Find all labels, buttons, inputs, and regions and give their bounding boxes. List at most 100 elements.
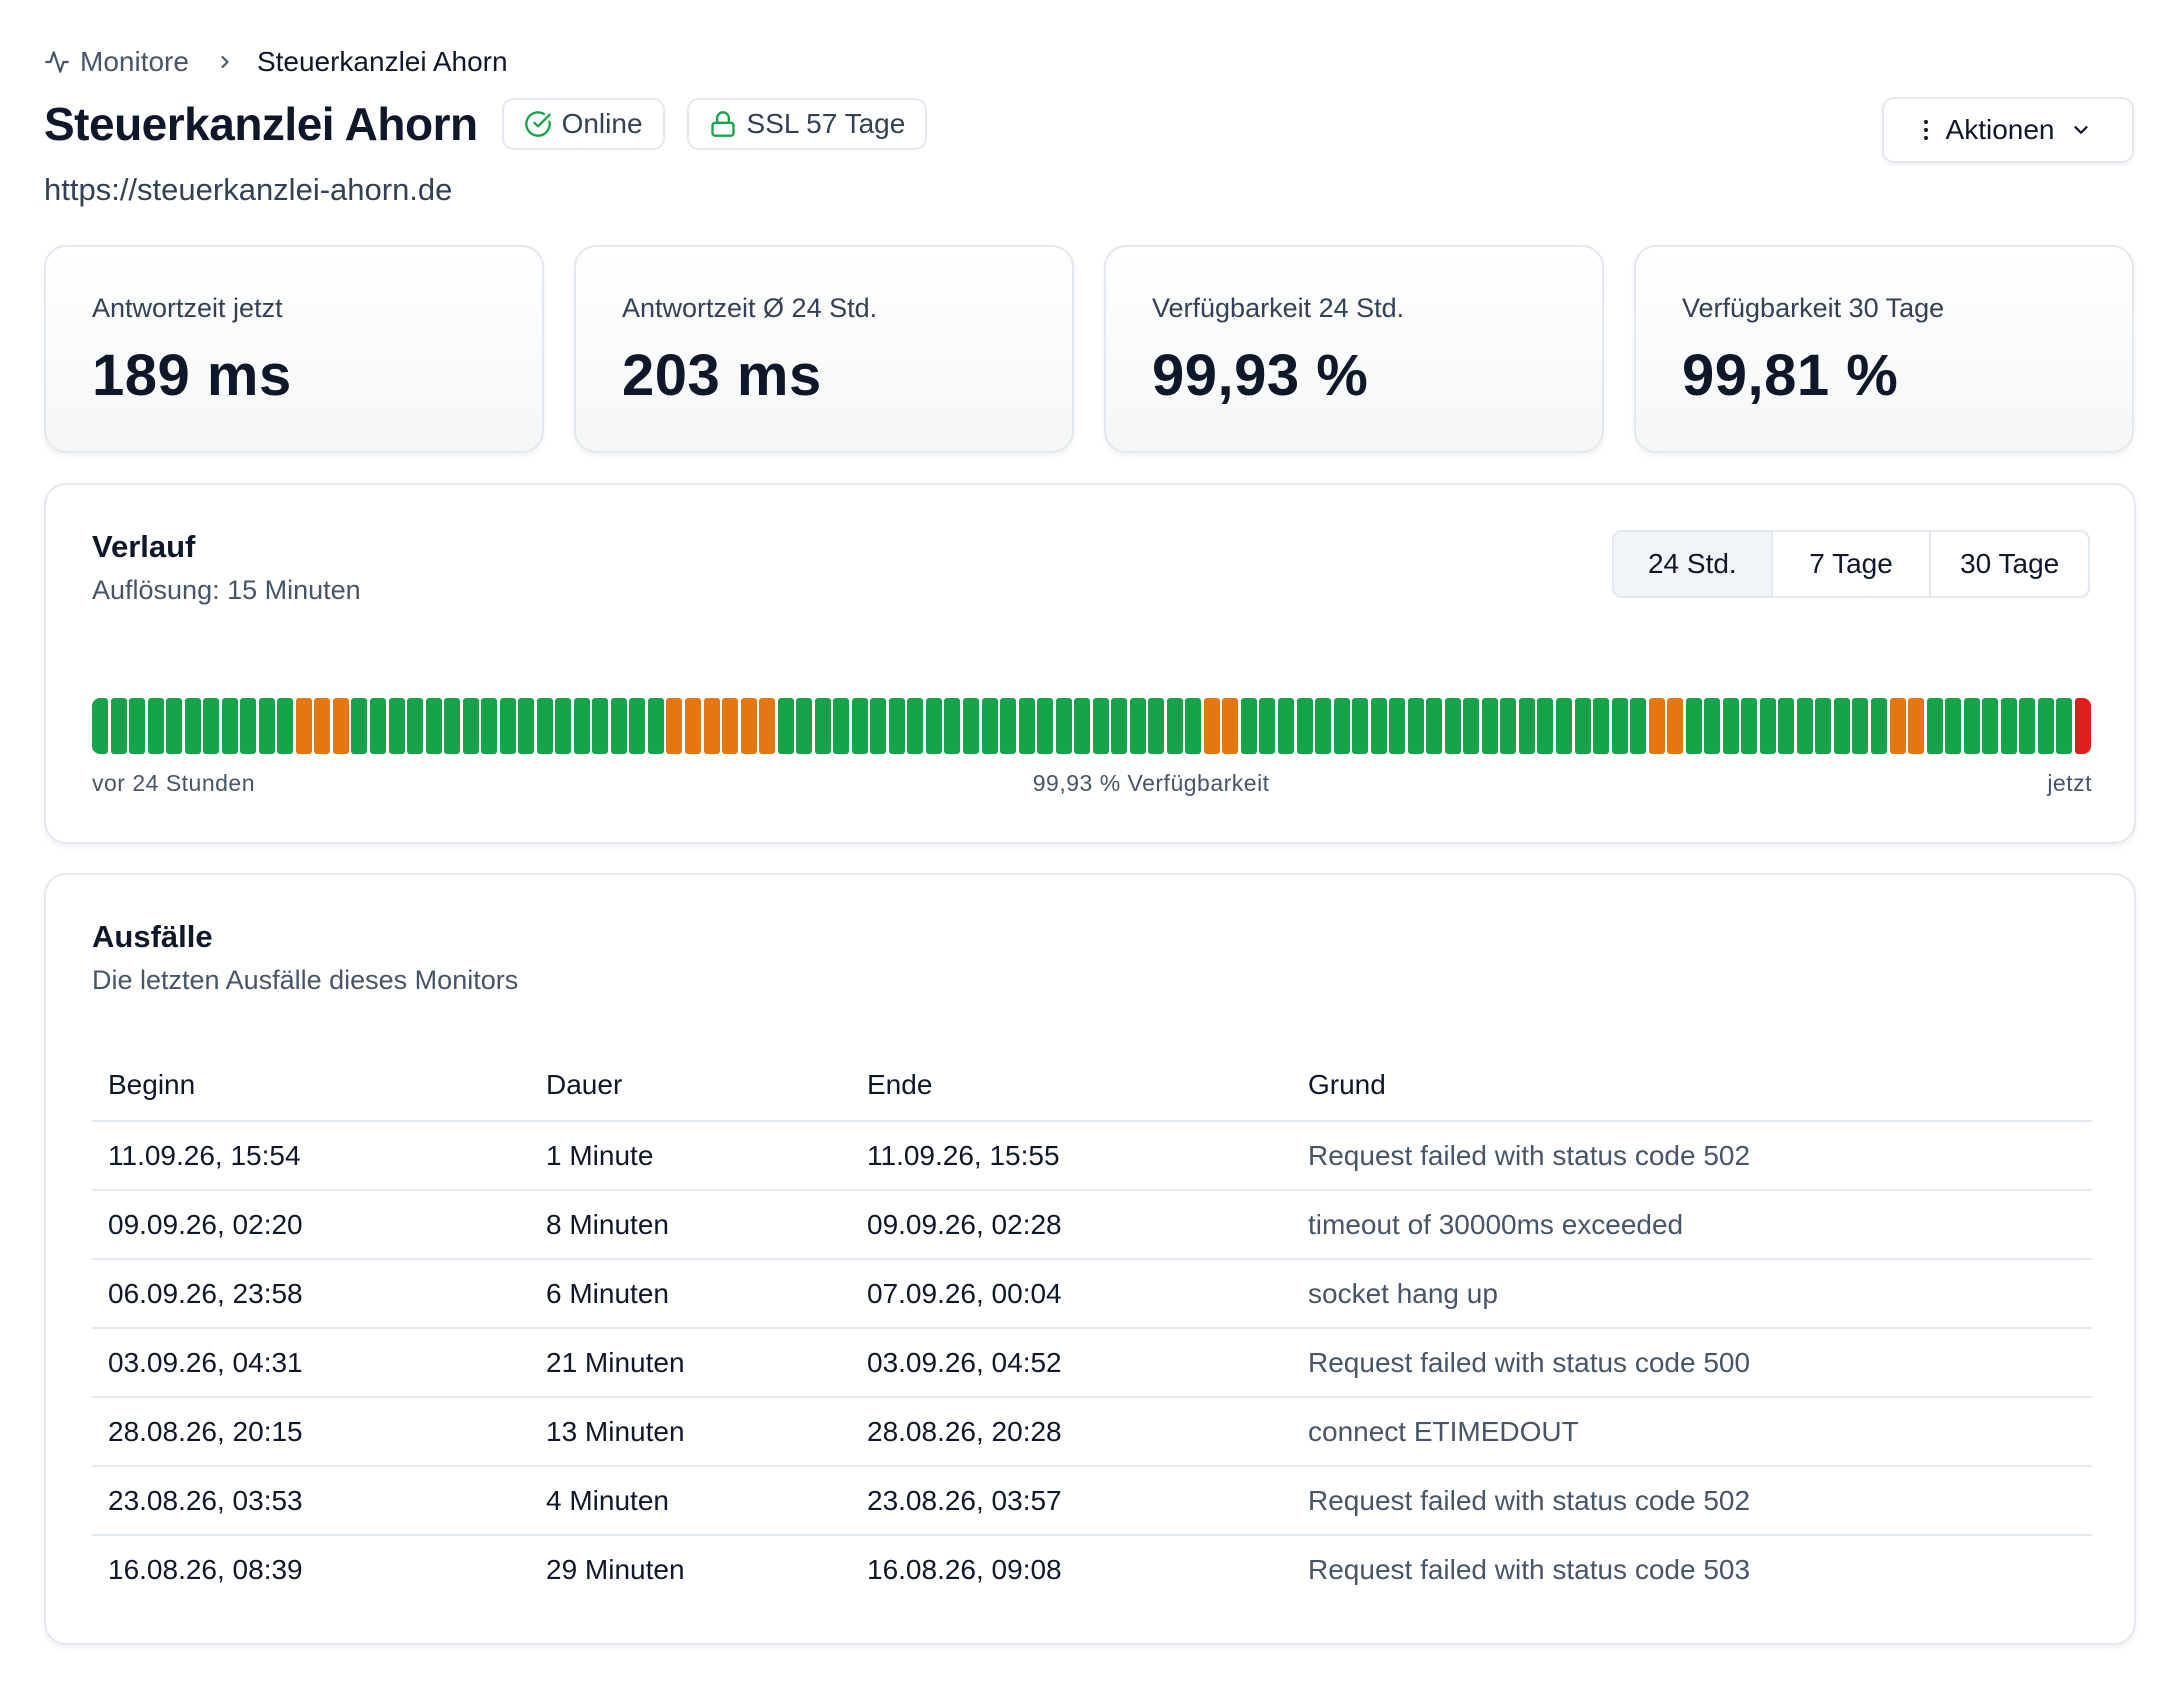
status-bar-degraded[interactable] bbox=[1889, 698, 1906, 754]
status-bar-up[interactable] bbox=[1037, 698, 1054, 754]
status-bar-up[interactable] bbox=[129, 698, 146, 754]
status-bar-up[interactable] bbox=[1871, 698, 1887, 754]
status-bar-up[interactable] bbox=[1370, 698, 1387, 754]
status-bar-degraded[interactable] bbox=[1667, 698, 1684, 754]
status-bar-up[interactable] bbox=[1278, 698, 1294, 754]
status-bar-up[interactable] bbox=[388, 698, 405, 754]
status-bar-up[interactable] bbox=[1945, 698, 1962, 754]
status-bar-up[interactable] bbox=[425, 698, 442, 754]
status-bar-up[interactable] bbox=[1611, 698, 1628, 754]
status-bar-up[interactable] bbox=[1833, 698, 1850, 754]
status-bar-up[interactable] bbox=[407, 698, 424, 754]
status-bar-up[interactable] bbox=[814, 698, 831, 754]
status-bar-degraded[interactable] bbox=[740, 698, 757, 754]
status-bar-up[interactable] bbox=[1240, 698, 1257, 754]
status-bar-up[interactable] bbox=[944, 698, 961, 754]
actions-dropdown-button[interactable]: Aktionen bbox=[1882, 97, 2134, 163]
status-bar-up[interactable] bbox=[1759, 698, 1776, 754]
status-bar-up[interactable] bbox=[647, 698, 664, 754]
status-bar-up[interactable] bbox=[110, 698, 127, 754]
status-bar-up[interactable] bbox=[1055, 698, 1072, 754]
status-bar-up[interactable] bbox=[1092, 698, 1109, 754]
status-bar-up[interactable] bbox=[870, 698, 887, 754]
status-bar-up[interactable] bbox=[203, 698, 220, 754]
status-bar-degraded[interactable] bbox=[295, 698, 312, 754]
status-bar-up[interactable] bbox=[1481, 698, 1498, 754]
status-bar-up[interactable] bbox=[481, 698, 498, 754]
status-bar-up[interactable] bbox=[2000, 698, 2017, 754]
status-bar-up[interactable] bbox=[92, 698, 108, 754]
status-bar-up[interactable] bbox=[833, 698, 850, 754]
status-bar-degraded[interactable] bbox=[1203, 698, 1220, 754]
status-bar-up[interactable] bbox=[1111, 698, 1128, 754]
status-bar-up[interactable] bbox=[610, 698, 627, 754]
status-bar-up[interactable] bbox=[536, 698, 553, 754]
status-bar-up[interactable] bbox=[1166, 698, 1183, 754]
status-bar-up[interactable] bbox=[1018, 698, 1035, 754]
status-bar-degraded[interactable] bbox=[314, 698, 331, 754]
tab-7d[interactable]: 7 Tage bbox=[1773, 532, 1932, 596]
status-bar-up[interactable] bbox=[2037, 698, 2054, 754]
status-bar-up[interactable] bbox=[369, 698, 386, 754]
status-bar-up[interactable] bbox=[1537, 698, 1554, 754]
status-bar-up[interactable] bbox=[1463, 698, 1480, 754]
status-bar-up[interactable] bbox=[1074, 698, 1091, 754]
status-bar-degraded[interactable] bbox=[759, 698, 776, 754]
status-bar-up[interactable] bbox=[888, 698, 905, 754]
tab-30d[interactable]: 30 Tage bbox=[1960, 548, 2060, 579]
status-bar-degraded[interactable] bbox=[1648, 698, 1665, 754]
status-bar-up[interactable] bbox=[555, 698, 572, 754]
status-bar-degraded[interactable] bbox=[1222, 698, 1239, 754]
status-bar-up[interactable] bbox=[1815, 698, 1832, 754]
status-bar-up[interactable] bbox=[1296, 698, 1313, 754]
status-bar-down[interactable] bbox=[2074, 698, 2091, 754]
status-bar-up[interactable] bbox=[1741, 698, 1758, 754]
status-bar-up[interactable] bbox=[1796, 698, 1813, 754]
status-bar-up[interactable] bbox=[1704, 698, 1721, 754]
status-bar-up[interactable] bbox=[1389, 698, 1406, 754]
status-bar-up[interactable] bbox=[592, 698, 609, 754]
status-bar-up[interactable] bbox=[1685, 698, 1702, 754]
status-bar-up[interactable] bbox=[1352, 698, 1369, 754]
status-bar-up[interactable] bbox=[573, 698, 590, 754]
status-bar-up[interactable] bbox=[962, 698, 979, 754]
status-bar-up[interactable] bbox=[518, 698, 535, 754]
status-bar-up[interactable] bbox=[462, 698, 479, 754]
status-bar-up[interactable] bbox=[351, 698, 368, 754]
status-bar-up[interactable] bbox=[147, 698, 164, 754]
tab-24h[interactable]: 24 Std. bbox=[1614, 532, 1773, 596]
status-bar-up[interactable] bbox=[1148, 698, 1165, 754]
status-bar-up[interactable] bbox=[1778, 698, 1795, 754]
status-bar-up[interactable] bbox=[444, 698, 461, 754]
status-bar-up[interactable] bbox=[1426, 698, 1443, 754]
status-bar-up[interactable] bbox=[1982, 698, 1999, 754]
status-bar-up[interactable] bbox=[240, 698, 257, 754]
status-bar-up[interactable] bbox=[221, 698, 238, 754]
status-bar-up[interactable] bbox=[258, 698, 275, 754]
status-bar-degraded[interactable] bbox=[703, 698, 720, 754]
status-bar-up[interactable] bbox=[1333, 698, 1350, 754]
status-bar-up[interactable] bbox=[1444, 698, 1461, 754]
status-bar-degraded[interactable] bbox=[1908, 698, 1925, 754]
status-bar-up[interactable] bbox=[2019, 698, 2036, 754]
status-bar-up[interactable] bbox=[851, 698, 868, 754]
status-bar-up[interactable] bbox=[499, 698, 516, 754]
status-bar-up[interactable] bbox=[1852, 698, 1869, 754]
status-bar-up[interactable] bbox=[907, 698, 924, 754]
status-bar-up[interactable] bbox=[777, 698, 794, 754]
status-bar-up[interactable] bbox=[1574, 698, 1591, 754]
status-bar-up[interactable] bbox=[166, 698, 183, 754]
status-bar-up[interactable] bbox=[1185, 698, 1202, 754]
status-bar-degraded[interactable] bbox=[332, 698, 349, 754]
status-bar-degraded[interactable] bbox=[722, 698, 739, 754]
status-bar-up[interactable] bbox=[796, 698, 813, 754]
status-bar-up[interactable] bbox=[1630, 698, 1647, 754]
breadcrumb-monitors-link[interactable]: Monitore bbox=[44, 46, 189, 78]
status-bar-up[interactable] bbox=[1926, 698, 1943, 754]
status-bar-up[interactable] bbox=[1722, 698, 1739, 754]
status-bar-up[interactable] bbox=[1000, 698, 1017, 754]
status-bar-up[interactable] bbox=[1963, 698, 1980, 754]
status-bar-degraded[interactable] bbox=[666, 698, 683, 754]
status-bar-up[interactable] bbox=[1518, 698, 1535, 754]
status-bar-up[interactable] bbox=[1593, 698, 1610, 754]
